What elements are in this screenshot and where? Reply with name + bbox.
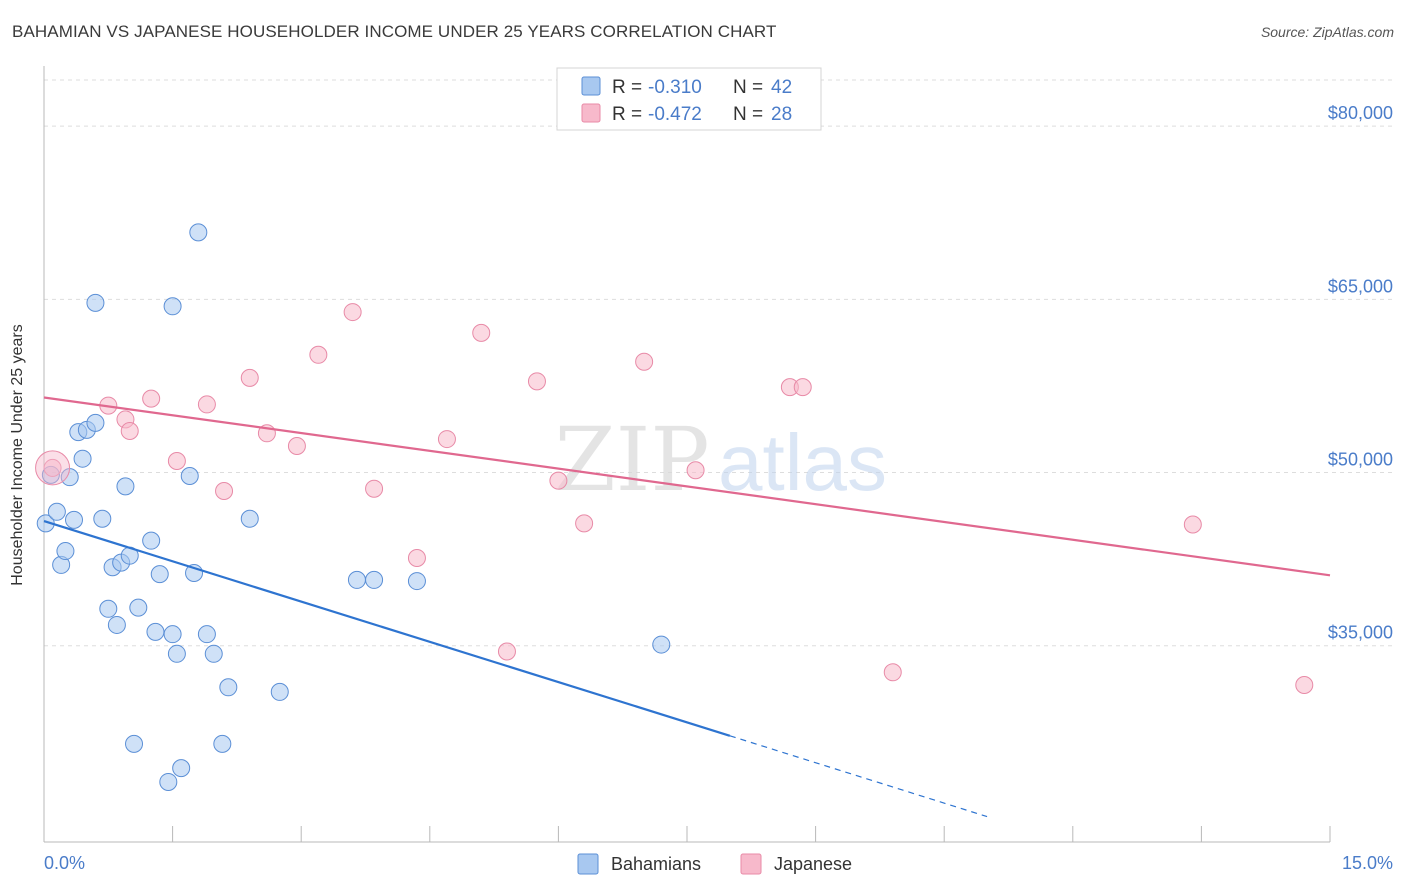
legend-swatch-japanese (740, 853, 762, 875)
x-tick-label: 0.0% (44, 853, 85, 873)
data-point (309, 345, 328, 364)
trend-line-dashed-bahamians (729, 735, 988, 818)
data-point (142, 531, 161, 550)
watermark: ZIP atlas (554, 408, 887, 511)
data-point (215, 482, 234, 501)
data-point (575, 514, 594, 533)
data-point (197, 395, 216, 414)
data-point (686, 461, 705, 480)
series-bahamians (36, 223, 671, 791)
data-point (120, 421, 139, 440)
stats-swatch-japanese (581, 103, 601, 123)
data-point (365, 570, 384, 589)
data-point (347, 570, 366, 589)
data-point (56, 542, 75, 561)
data-point (180, 467, 199, 486)
data-point (270, 682, 289, 701)
stats-n-label: N = (733, 104, 763, 125)
data-point (652, 635, 671, 654)
data-point (407, 572, 426, 591)
trend-line-japanese (43, 396, 1331, 577)
data-point (99, 599, 118, 618)
data-point (204, 644, 223, 663)
data-point (437, 430, 456, 449)
watermark-atlas: atlas (718, 418, 887, 507)
legend-label-bahamians: Bahamians (611, 854, 701, 874)
data-point (1183, 515, 1202, 534)
legend-swatch-bahamians (577, 853, 599, 875)
data-point (407, 548, 426, 567)
data-point (43, 458, 62, 477)
data-point (73, 449, 92, 468)
data-point-large (35, 450, 71, 486)
y-tick-label: $80,000 (1328, 103, 1393, 123)
data-point (213, 734, 232, 753)
data-point (287, 436, 306, 455)
data-point (125, 734, 144, 753)
data-point (65, 510, 84, 529)
trend-line-bahamians (43, 519, 731, 737)
stats-n-value: 42 (771, 77, 792, 98)
data-point (883, 663, 902, 682)
data-point (549, 471, 568, 490)
data-point (47, 502, 66, 521)
data-point (142, 389, 161, 408)
data-point (167, 644, 186, 663)
stats-r-value: -0.310 (648, 77, 702, 98)
data-point (146, 622, 165, 641)
x-tick-label: 15.0% (1342, 853, 1393, 873)
axis-layer: $35,000 $50,000 $65,000 $80,000 0.0% 15.0% (43, 66, 1393, 873)
data-point (635, 352, 654, 371)
data-point (129, 598, 148, 617)
data-point (167, 452, 186, 470)
stats-legend-box (556, 67, 822, 131)
legend-label-japanese: Japanese (774, 854, 852, 874)
y-tick-label: $35,000 (1328, 623, 1393, 643)
data-point (240, 509, 259, 528)
chart-title: BAHAMIAN VS JAPANESE HOUSEHOLDER INCOME … (12, 22, 777, 41)
stats-r-label: R = (612, 77, 642, 98)
data-point (472, 323, 491, 342)
data-point (86, 413, 105, 432)
y-tick-label: $65,000 (1328, 276, 1393, 296)
grid-layer (44, 79, 1395, 647)
stats-swatch-bahamians (581, 76, 601, 96)
data-point (163, 625, 182, 644)
data-point (240, 368, 259, 387)
data-point (219, 678, 238, 697)
data-point (365, 479, 384, 498)
data-point (116, 477, 135, 496)
watermark-zip: ZIP (554, 408, 709, 511)
stats-r-value: -0.472 (648, 104, 702, 125)
data-point (1295, 675, 1314, 694)
y-tick-label: $50,000 (1328, 450, 1393, 470)
data-point (189, 223, 208, 242)
data-point (93, 509, 112, 528)
data-point (150, 565, 169, 584)
stats-n-label: N = (733, 77, 763, 98)
source-credit: Source: ZipAtlas.com (1260, 24, 1394, 40)
data-point (197, 625, 216, 644)
stats-legend: R = -0.310 N = 42 R = -0.472 N = 28 (556, 67, 822, 131)
data-point (86, 293, 105, 312)
data-point (172, 759, 191, 778)
series-japanese (43, 303, 1314, 694)
data-point (163, 297, 182, 316)
data-point (107, 615, 126, 634)
data-point (793, 378, 812, 397)
data-point (497, 642, 516, 661)
series-layer (35, 223, 1314, 791)
stats-n-value: 28 (771, 104, 792, 125)
data-point (343, 303, 362, 322)
data-point (527, 372, 546, 391)
data-point (159, 772, 178, 791)
bottom-legend: Bahamians Japanese (577, 853, 852, 875)
trend-layer (43, 396, 1331, 818)
stats-r-label: R = (612, 104, 642, 125)
